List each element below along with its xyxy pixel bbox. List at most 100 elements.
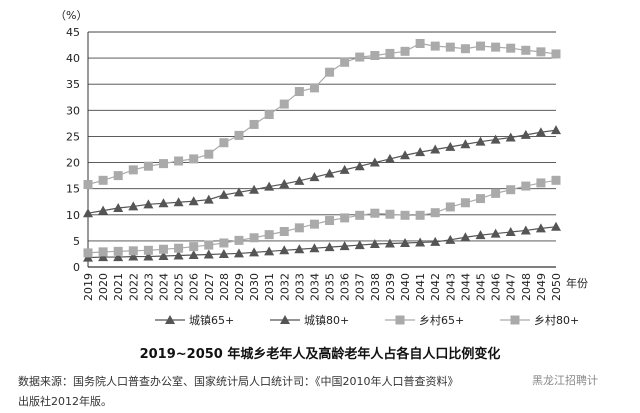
x-tick-label: 2023	[142, 273, 155, 301]
data-point	[113, 171, 123, 181]
data-point	[218, 248, 229, 258]
data-point	[324, 242, 335, 252]
data-point	[113, 202, 124, 212]
y-tick-label: 40	[66, 52, 80, 65]
data-point	[309, 219, 319, 229]
data-point	[294, 87, 304, 97]
series-2	[83, 221, 561, 262]
y-tick-label: 20	[66, 157, 80, 170]
data-point	[264, 246, 275, 256]
watermark: 黑龙江招聘计	[528, 372, 602, 388]
data-point	[400, 237, 411, 247]
data-point	[521, 181, 531, 191]
data-point	[369, 157, 380, 167]
y-tick-labels: 0 5 10 15 20 25 30 35 40 45	[66, 26, 80, 274]
data-point	[294, 223, 304, 233]
data-point	[324, 168, 335, 178]
data-point	[415, 147, 426, 157]
data-point	[400, 46, 410, 56]
x-tick-label: 2024	[157, 273, 170, 301]
legend-item: 城镇65+	[155, 312, 270, 328]
legend-item: 城镇80+	[270, 312, 385, 328]
data-point	[143, 161, 153, 171]
data-point	[218, 189, 229, 199]
data-point	[279, 245, 290, 255]
data-point	[355, 210, 365, 220]
data-point	[98, 205, 109, 215]
x-tick-label: 2045	[475, 273, 488, 301]
y-tick-label: 45	[66, 26, 80, 39]
data-point	[279, 178, 290, 188]
x-tick-label: 2035	[324, 273, 337, 301]
data-point	[113, 252, 124, 262]
data-point	[551, 49, 561, 59]
x-tick-label: 2040	[399, 273, 412, 301]
data-point	[264, 110, 274, 120]
data-point	[445, 42, 455, 52]
data-point	[174, 243, 184, 253]
data-point	[475, 136, 486, 146]
y-tick-label: 0	[73, 261, 80, 274]
y-tick-label: 35	[66, 78, 80, 91]
x-tick-label: 2038	[369, 273, 382, 301]
x-tick-label: 2026	[188, 273, 201, 301]
x-tick-label: 2037	[354, 273, 367, 301]
x-tick-label: 2039	[384, 273, 397, 301]
x-tick-label: 2046	[490, 273, 503, 301]
data-point	[264, 230, 274, 240]
legend-label: 城镇80+	[304, 314, 350, 327]
data-point	[536, 178, 546, 188]
x-tick-label: 2048	[520, 273, 533, 301]
series-line	[87, 129, 557, 214]
data-point	[83, 208, 93, 218]
y-tick-label: 25	[66, 130, 80, 143]
series-1	[83, 125, 561, 218]
data-point	[128, 165, 138, 175]
data-point	[400, 150, 411, 160]
legend-marker	[395, 315, 405, 325]
x-tick-label: 2027	[203, 273, 216, 301]
x-tick-label: 2050	[550, 273, 563, 301]
legend-marker	[510, 315, 520, 325]
data-point	[113, 246, 123, 256]
series-lines	[83, 38, 561, 262]
data-point	[354, 161, 365, 171]
data-point	[249, 184, 260, 194]
data-point	[506, 43, 516, 53]
data-point	[279, 226, 289, 236]
y-axis-label: （%）	[55, 9, 87, 22]
x-tick-label: 2033	[293, 273, 306, 301]
data-point	[445, 141, 456, 151]
data-point	[385, 48, 395, 58]
data-point	[158, 244, 168, 254]
data-point	[158, 198, 169, 208]
data-point	[369, 239, 380, 249]
data-point	[535, 223, 546, 233]
data-point	[340, 57, 350, 67]
data-point	[490, 228, 501, 238]
data-point	[339, 164, 350, 174]
legend: 城镇65+ 城镇80+ 乡村65+ 乡村80+	[155, 312, 615, 328]
x-axis-label: 年份	[566, 276, 588, 290]
data-point	[506, 185, 516, 195]
data-point	[233, 248, 244, 258]
data-point	[430, 144, 441, 154]
data-point	[128, 251, 139, 261]
x-tick-labels: 2019 2020 2021 2022 2023 2024 2025 2026 2027 2028…	[82, 273, 563, 301]
data-point	[339, 241, 350, 251]
series-line	[87, 42, 557, 186]
data-point	[460, 198, 470, 208]
x-tick-label: 2020	[97, 273, 110, 301]
data-point	[491, 42, 501, 52]
data-point	[189, 154, 199, 164]
data-point	[415, 237, 426, 247]
data-point	[143, 245, 153, 255]
data-point	[430, 41, 440, 51]
data-point	[309, 172, 320, 182]
x-tick-label: 2041	[414, 273, 427, 301]
x-tick-label: 2021	[112, 273, 125, 301]
data-point	[294, 244, 305, 254]
data-point	[173, 197, 184, 207]
series-line	[87, 226, 557, 259]
